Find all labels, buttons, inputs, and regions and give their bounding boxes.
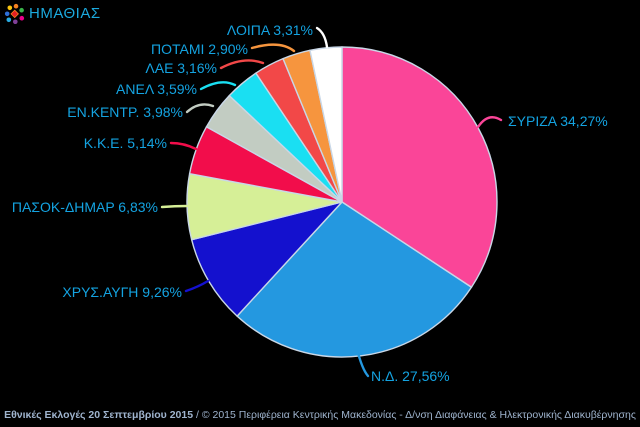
slice-label-ΣΥΡΙΖΑ: ΣΥΡΙΖΑ 34,27% — [508, 113, 608, 129]
pie-slice-Ν.Δ. — [236, 201, 473, 358]
leader-line-ΠΟΤΑΜΙ — [250, 43, 296, 53]
slice-label-ΧΡΥΣ.ΑΥΓΗ: ΧΡΥΣ.ΑΥΓΗ 9,26% — [62, 284, 182, 300]
footer-copyright: / © 2015 Περιφέρεια Κεντρικής Μακεδονίας… — [193, 409, 636, 421]
slice-label-ΕΝ.ΚΕΝΤΡ.: ΕΝ.ΚΕΝΤΡ. 3,98% — [67, 104, 183, 120]
leader-line-ΛΟΙΠΑ — [315, 26, 329, 49]
slice-label-ΑΝΕΛ: ΑΝΕΛ 3,59% — [116, 81, 197, 97]
slice-label-ΛΑΕ: ΛΑΕ 3,16% — [145, 60, 217, 76]
leader-line-ΑΝΕΛ — [199, 81, 237, 91]
header: ΗΜΑΘΙΑΣ — [4, 3, 101, 24]
region-title: ΗΜΑΘΙΑΣ — [29, 5, 101, 22]
slice-label-ΠΑΣΟΚ-ΔΗΜΑΡ: ΠΑΣΟΚ-ΔΗΜΑΡ 6,83% — [12, 199, 158, 215]
leader-line-ΠΑΣΟΚ-ΔΗΜΑΡ — [160, 204, 189, 209]
pie-slice-ΛΟΙΠΑ — [309, 46, 343, 203]
leader-line-ΕΝ.ΚΕΝΤΡ. — [185, 103, 215, 114]
footer: Εθνικές Εκλογές 20 Σεπτεμβρίου 2015 / © … — [0, 409, 640, 421]
region-logo-icon — [4, 3, 25, 24]
slice-label-ΛΟΙΠΑ: ΛΟΙΠΑ 3,31% — [227, 22, 313, 38]
slice-label-Ν.Δ.: Ν.Δ. 27,56% — [371, 368, 450, 384]
leader-line-ΧΡΥΣ.ΑΥΓΗ — [184, 279, 210, 293]
slice-label-ΠΟΤΑΜΙ: ΠΟΤΑΜΙ 2,90% — [151, 41, 248, 57]
leader-line-ΛΑΕ — [219, 59, 265, 70]
leader-line-Ν.Δ. — [355, 347, 370, 378]
slice-label-Κ.Κ.Ε.: Κ.Κ.Ε. 5,14% — [84, 135, 167, 151]
leader-line-ΣΥΡΙΖΑ — [476, 116, 503, 129]
footer-election-title: Εθνικές Εκλογές 20 Σεπτεμβρίου 2015 — [4, 409, 194, 421]
leader-line-Κ.Κ.Ε. — [169, 141, 198, 151]
